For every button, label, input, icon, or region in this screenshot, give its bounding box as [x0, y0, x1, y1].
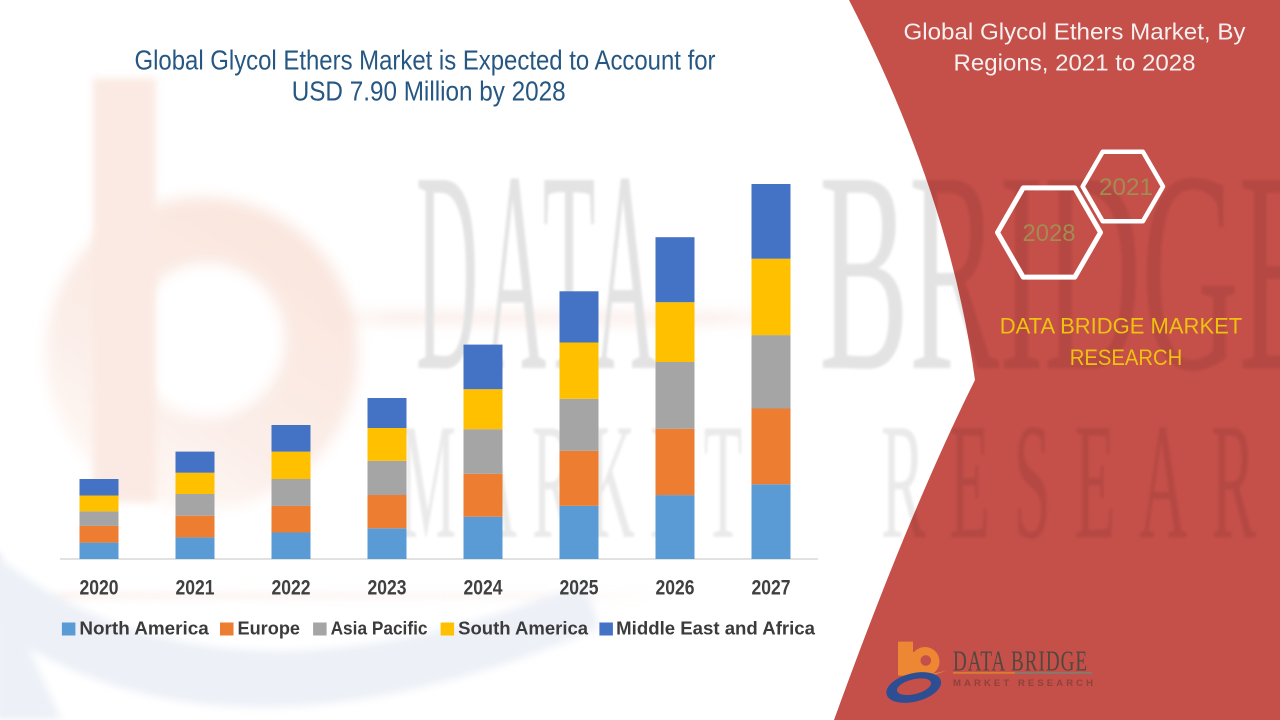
svg-text:Europe: Europe [238, 619, 301, 639]
svg-text:2024: 2024 [464, 577, 503, 600]
svg-text:2021: 2021 [1099, 174, 1153, 201]
svg-text:RESEARCH: RESEARCH [1070, 345, 1183, 370]
svg-text:Global Glycol Ethers Market is: Global Glycol Ethers Market is Expected … [135, 45, 716, 76]
svg-text:2020: 2020 [80, 577, 119, 600]
svg-text:Global Glycol Ethers Market, B: Global Glycol Ethers Market, By [904, 19, 1246, 45]
svg-text:North America: North America [79, 619, 209, 639]
svg-text:2022: 2022 [272, 577, 311, 600]
svg-text:MARKET RESEARCH: MARKET RESEARCH [953, 678, 1093, 689]
svg-text:2025: 2025 [560, 577, 599, 600]
svg-text:DATA: DATA [416, 112, 663, 430]
svg-text:2028: 2028 [1023, 220, 1076, 247]
svg-text:2026: 2026 [656, 577, 695, 600]
svg-text:Middle East and Africa: Middle East and Africa [616, 619, 816, 639]
svg-text:Regions, 2021 to 2028: Regions, 2021 to 2028 [954, 49, 1196, 75]
svg-text:2027: 2027 [752, 577, 791, 600]
svg-text:Asia Pacific: Asia Pacific [331, 619, 428, 639]
svg-text:South America: South America [458, 619, 589, 639]
svg-text:2023: 2023 [368, 577, 407, 600]
svg-text:2021: 2021 [176, 577, 215, 600]
svg-text:USD 7.90 Million by 2028: USD 7.90 Million by 2028 [292, 76, 566, 107]
svg-text:DATA BRIDGE MARKET: DATA BRIDGE MARKET [1000, 314, 1243, 339]
